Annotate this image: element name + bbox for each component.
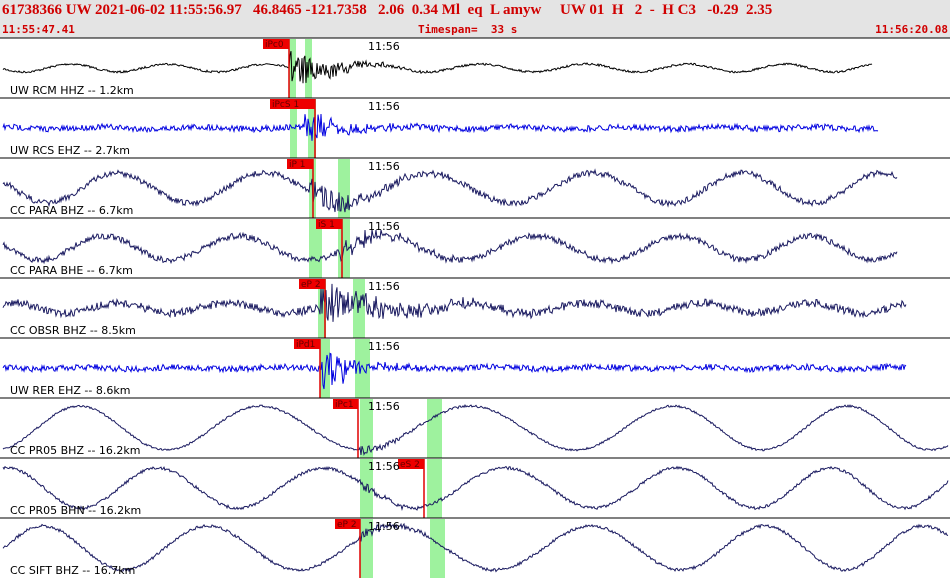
pick-flag xyxy=(270,99,315,109)
time-mark: 11:56 xyxy=(368,220,400,233)
pick-flag xyxy=(398,459,424,469)
pick-window xyxy=(355,339,370,398)
waveform xyxy=(2,352,907,390)
pick-window xyxy=(309,219,322,278)
pick-window xyxy=(320,339,330,398)
waveform xyxy=(2,522,949,573)
pick-window xyxy=(290,99,297,158)
pick-window xyxy=(289,39,296,98)
panels: iPc0 11:56 UW RCM HHZ -- 1.2km iPcS 1 11:56 U… xyxy=(0,37,950,578)
pick-flag xyxy=(299,279,325,289)
waveform xyxy=(2,283,907,322)
pick-label: eS 2 xyxy=(400,460,420,470)
waveform xyxy=(2,113,879,141)
pick-window xyxy=(308,99,316,158)
channel-label: UW RER EHZ -- 8.6km xyxy=(10,384,130,397)
time-mark: 11:56 xyxy=(368,520,400,533)
channel-label: CC PARA BHZ -- 6.7km xyxy=(10,204,133,217)
pick-label: eP 2 xyxy=(337,520,357,530)
waveform xyxy=(2,168,898,213)
time-mark: 11:56 xyxy=(368,280,400,293)
waveform xyxy=(2,465,949,512)
pick-flag xyxy=(263,39,289,49)
time-mark: 11:56 xyxy=(368,460,400,473)
pick-flag xyxy=(333,399,358,409)
channel-label: CC OBSR BHZ -- 8.5km xyxy=(10,324,136,337)
pick-window xyxy=(430,519,445,578)
waveform xyxy=(2,50,873,84)
pick-flag xyxy=(294,339,320,349)
event-summary: 61738366 UW 2021-06-02 11:55:56.97 46.84… xyxy=(2,2,772,18)
channel-label: CC SIFT BHZ -- 16.7km xyxy=(10,564,135,577)
pick-label: iS 1 xyxy=(318,220,335,230)
timespan: Timespan= 33 s xyxy=(418,23,517,36)
pick-label: iPc0 xyxy=(265,40,284,50)
channel-label: CC PR05 BHN -- 16.2km xyxy=(10,504,141,517)
time-mark: 11:56 xyxy=(368,340,400,353)
pick-flag xyxy=(316,219,342,229)
pick-window xyxy=(427,399,442,458)
pick-label: iPc1 xyxy=(335,400,354,410)
waveform xyxy=(2,404,949,456)
time-mark: 11:56 xyxy=(368,100,400,113)
pick-window xyxy=(353,279,365,338)
pick-label: eP 2 xyxy=(301,280,321,290)
pick-window xyxy=(427,459,442,518)
channel-label: CC PARA BHE -- 6.7km xyxy=(10,264,133,277)
pick-flag xyxy=(287,159,313,169)
channel-label: UW RCS EHZ -- 2.7km xyxy=(10,144,130,157)
pick-label: iP 1 xyxy=(289,160,306,170)
channel-label: UW RCM HHZ -- 1.2km xyxy=(10,84,134,97)
pick-window xyxy=(360,399,373,458)
channel-label: CC PR05 BHZ -- 16.2km xyxy=(10,444,141,457)
time-mark: 11:56 xyxy=(368,40,400,53)
start-time: 11:55:47.41 xyxy=(2,23,75,36)
time-mark: 11:56 xyxy=(368,160,400,173)
pick-label: iPd1 xyxy=(296,340,315,350)
pick-label: iPcS 1 xyxy=(272,100,299,110)
time-mark: 11:56 xyxy=(368,400,400,413)
waveform xyxy=(2,229,898,265)
header-bar xyxy=(0,0,950,38)
end-time: 11:56:20.08 xyxy=(875,23,948,36)
pick-flag xyxy=(335,519,360,529)
